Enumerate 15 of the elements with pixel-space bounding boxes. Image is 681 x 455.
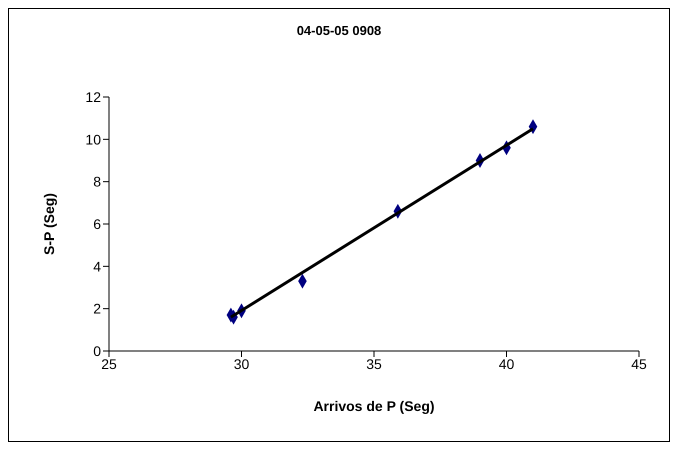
y-tick-label: 0 xyxy=(93,342,102,359)
x-tick-label: 25 xyxy=(101,356,117,372)
y-tick-label: 4 xyxy=(93,258,102,274)
x-tick-label: 40 xyxy=(498,356,514,372)
x-tick-label: 45 xyxy=(631,356,647,372)
y-tick-label: 10 xyxy=(85,131,102,148)
y-tick-label: 6 xyxy=(93,216,102,232)
x-tick-label: 35 xyxy=(366,356,382,372)
x-tick-label: 30 xyxy=(234,356,250,372)
y-tick-label: 12 xyxy=(85,88,102,105)
chart-title: 04-05-05 0908 xyxy=(296,23,382,38)
y-axis-title: S-P (Seg) xyxy=(40,193,57,255)
x-axis-title: Arrivos de P (Seg) xyxy=(313,398,435,414)
y-tick-label: 2 xyxy=(93,300,102,317)
y-tick-label: 8 xyxy=(93,174,102,190)
